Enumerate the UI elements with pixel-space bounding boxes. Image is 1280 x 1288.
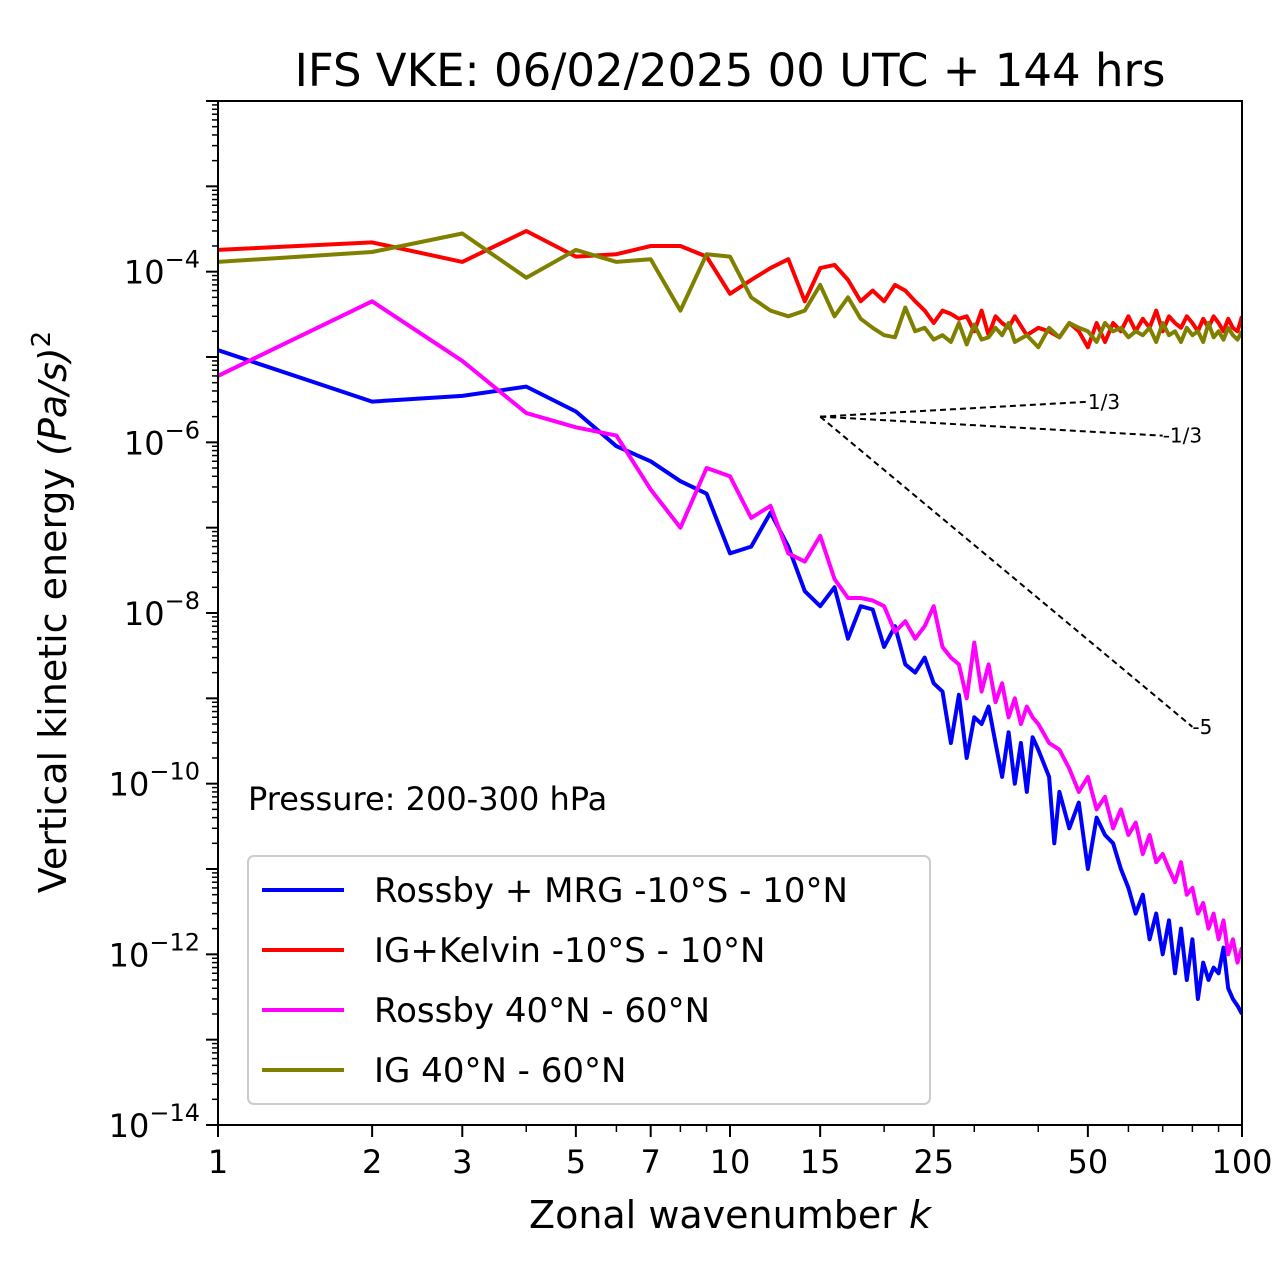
chart-title: IFS VKE: 06/02/2025 00 UTC + 144 hrs [295,44,1166,97]
x-tick-label: 100 [1211,1143,1272,1181]
slope-line-3 [819,415,1194,728]
y-tick-label: 10−12 [109,928,200,974]
y-tick-label: 10−4 [124,246,200,292]
x-tick-label: 1 [208,1143,228,1181]
legend-label-1: Rossby + MRG -10°S - 10°N [374,871,848,911]
slope-line-1 [820,400,1088,418]
x-tick-label: 7 [641,1143,661,1181]
slope-label-3: -5 [1192,715,1212,739]
y-tick-label: 10−6 [124,416,200,462]
x-tick-label: 10 [710,1143,751,1181]
legend-frame [247,855,931,1105]
x-axis-label: Zonal wavenumber k [529,1193,933,1237]
x-ticks: 1 2 3 5 7 10 15 25 50 100 [208,1125,1273,1181]
x-tick-label: 2 [362,1143,382,1181]
x-tick-label: 5 [566,1143,586,1181]
y-axis-label: Vertical kinetic energy (Pa/s)2 [27,331,75,893]
legend-label-4: IG 40°N - 60°N [374,1051,626,1091]
series-line-3 [218,299,1242,965]
y-tick-label: 10−8 [124,587,200,633]
legend-label-3: Rossby 40°N - 60°N [374,991,710,1031]
series-group [218,229,1242,1015]
legend-label-2: IG+Kelvin -10°S - 10°N [374,931,765,971]
reference-slopes: 1/3 -1/3 -5 [819,390,1212,739]
plot-area: 1/3-1/3-5 1 2 3 5 7 10 15 25 50 100 10−1410−1210−… [109,100,1273,1181]
pressure-annotation: Pressure: 200-300 hPa [248,780,607,818]
slope-label-1: 1/3 [1088,390,1120,414]
series-line-4 [218,231,1242,350]
legend: Rossby + MRG -10°S - 10°N IG+Kelvin -10°S… [247,855,931,1105]
x-tick-label: 3 [452,1143,472,1181]
slope-label-2: -1/3 [1163,424,1202,448]
legend-items: Rossby + MRG -10°S - 10°N IG+Kelvin -10°S… [262,871,848,1091]
x-tick-label: 50 [1068,1143,1109,1181]
y-ticks: 10−14 10−12 10−10 10−8 10−6 10−4 [109,100,218,1145]
x-tick-label: 15 [800,1143,841,1181]
x-tick-label: 25 [913,1143,954,1181]
y-tick-label: 10−14 [109,1099,200,1145]
slope-line-2 [820,415,1163,437]
y-tick-label: 10−10 [109,758,200,804]
